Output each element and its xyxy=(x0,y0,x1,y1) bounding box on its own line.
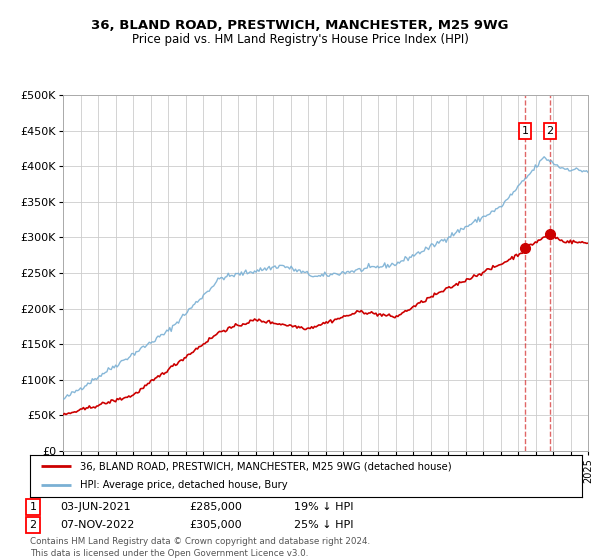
Text: 07-NOV-2022: 07-NOV-2022 xyxy=(60,520,134,530)
Text: 1: 1 xyxy=(521,126,529,136)
Text: Contains HM Land Registry data © Crown copyright and database right 2024.
This d: Contains HM Land Registry data © Crown c… xyxy=(30,537,370,558)
Text: 2: 2 xyxy=(29,520,37,530)
Text: 36, BLAND ROAD, PRESTWICH, MANCHESTER, M25 9WG: 36, BLAND ROAD, PRESTWICH, MANCHESTER, M… xyxy=(91,18,509,32)
Text: 1: 1 xyxy=(29,502,37,512)
Text: 36, BLAND ROAD, PRESTWICH, MANCHESTER, M25 9WG (detached house): 36, BLAND ROAD, PRESTWICH, MANCHESTER, M… xyxy=(80,461,451,471)
Text: 25% ↓ HPI: 25% ↓ HPI xyxy=(294,520,353,530)
Text: 19% ↓ HPI: 19% ↓ HPI xyxy=(294,502,353,512)
Text: £285,000: £285,000 xyxy=(189,502,242,512)
Text: 2: 2 xyxy=(547,126,554,136)
Text: £305,000: £305,000 xyxy=(189,520,242,530)
Text: Price paid vs. HM Land Registry's House Price Index (HPI): Price paid vs. HM Land Registry's House … xyxy=(131,32,469,46)
Text: 03-JUN-2021: 03-JUN-2021 xyxy=(60,502,131,512)
Text: HPI: Average price, detached house, Bury: HPI: Average price, detached house, Bury xyxy=(80,480,287,491)
